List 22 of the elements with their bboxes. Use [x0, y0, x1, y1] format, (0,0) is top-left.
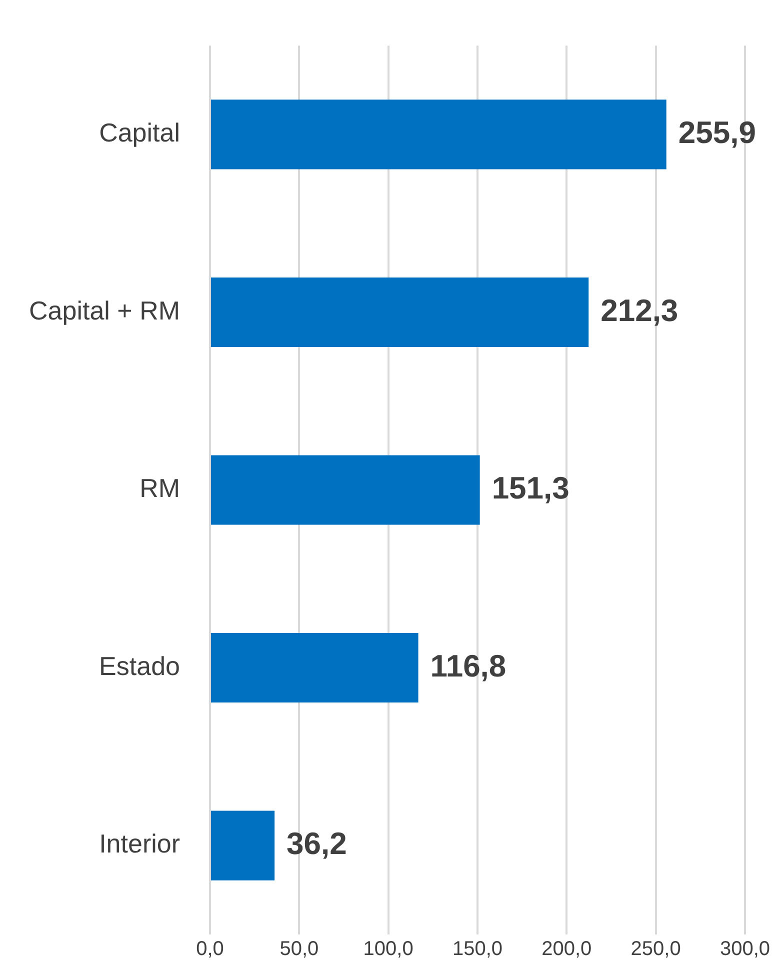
y-tick-label: Interior	[99, 828, 180, 859]
data-label: 212,3	[600, 292, 678, 328]
data-label: 151,3	[492, 470, 570, 506]
data-label: 255,9	[678, 115, 756, 150]
bar	[211, 277, 589, 348]
bar	[211, 632, 418, 703]
bar	[211, 455, 480, 525]
x-tick-label: 50,0	[280, 938, 319, 960]
x-tick-label: 200,0	[542, 938, 592, 960]
x-tick-label: 300,0	[720, 938, 770, 960]
bar	[211, 810, 275, 880]
x-tick-label: 0,0	[196, 938, 224, 960]
y-tick-label: Capital	[99, 118, 180, 148]
x-tick-label: 150,0	[452, 938, 503, 960]
bar	[211, 100, 666, 170]
x-tick-label: 250,0	[630, 938, 681, 960]
data-label: 36,2	[286, 826, 347, 862]
y-tick-label: Capital + RM	[29, 295, 180, 326]
y-tick-label: Estado	[99, 650, 180, 681]
x-tick-label: 100,0	[363, 938, 414, 960]
y-tick-label: RM	[140, 473, 180, 504]
data-label: 116,8	[430, 648, 506, 684]
